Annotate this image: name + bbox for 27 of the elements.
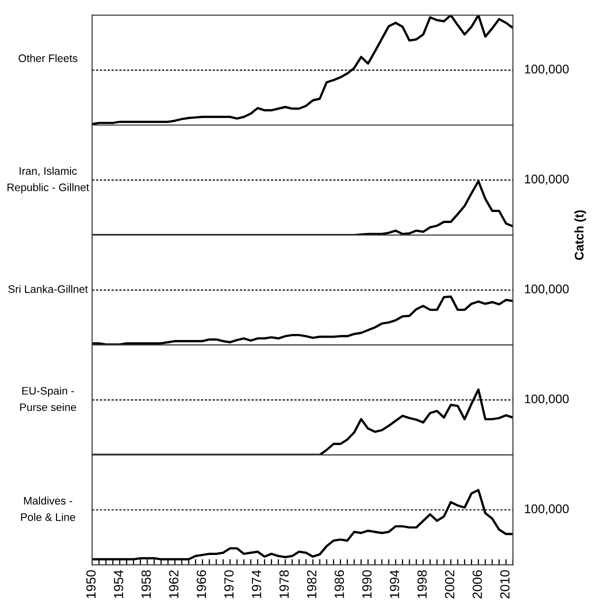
text: 100,000 (524, 284, 569, 295)
chart-title: EU-Spain - Purse seine (20, 386, 76, 412)
chart-title: Iran, Islamic Republic - Gillnet (8, 166, 90, 194)
x-tick-label: 1950 (86, 570, 96, 598)
text: 100,000 (524, 64, 569, 75)
text: 100,000 (524, 504, 569, 515)
x-tick-label: 1966 (196, 570, 206, 598)
x-tick-label: 1958 (141, 570, 151, 598)
x-tick-label: 2006 (472, 570, 482, 598)
text: Other Fleets (18, 54, 78, 62)
x-tick-label: 1962 (169, 570, 178, 598)
x-tick-label: 1994 (390, 570, 400, 598)
x-tick-label: 1974 (252, 570, 262, 598)
text: Maldives - Pole & Line (21, 496, 76, 521)
y-axis-title: Catch (t) (574, 210, 586, 260)
x-tick-label: 1982 (307, 570, 316, 598)
x-tick-label: 1954 (114, 570, 124, 598)
text: 100,000 (524, 174, 569, 185)
x-tick-label: 1990 (362, 570, 372, 598)
x-tick-label: 1986 (334, 570, 344, 598)
x-tick-label: 1998 (417, 570, 427, 598)
x-tick-label: 1970 (224, 570, 234, 598)
x-tick-label: 1978 (279, 570, 289, 598)
x-tick-label: 2010 (500, 570, 510, 598)
text: 100,000 (524, 394, 569, 405)
x-tick-label: 2002 (445, 570, 454, 598)
chart-title: Sri Lanka-Gillnet (8, 284, 88, 293)
